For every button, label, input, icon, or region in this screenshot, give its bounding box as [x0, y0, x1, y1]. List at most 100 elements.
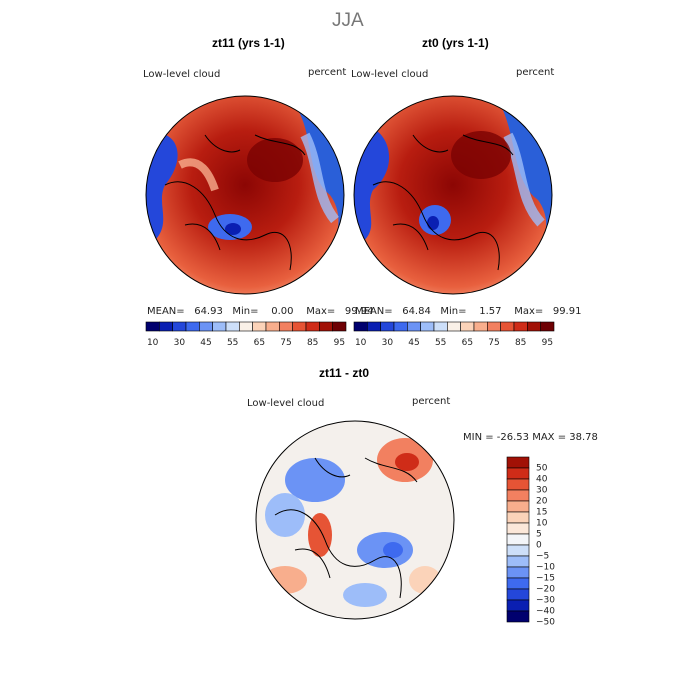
coastlines: [164, 134, 306, 271]
colorbar-box: [460, 321, 475, 332]
mean-label: MEAN=: [355, 306, 393, 317]
colorbar-box: [513, 321, 528, 332]
colorbar-box: [239, 321, 253, 332]
colorbar-box: [506, 610, 530, 623]
colorbar-box: [319, 321, 333, 332]
colorbar-box: [506, 456, 530, 469]
colorbar-box: [506, 489, 530, 502]
map-boundary: [145, 95, 345, 295]
colorbar-box: [506, 478, 530, 491]
panel-2-units-label: percent: [516, 67, 555, 78]
colorbar-tick-label: −5: [536, 552, 549, 562]
figure-title: JJA: [332, 10, 364, 31]
colorbar-tick-label: −10: [536, 563, 555, 573]
colorbar-box: [487, 321, 501, 332]
colorbar-box: [506, 577, 530, 590]
colorbar-tick-label: 0: [536, 541, 542, 551]
colorbar-tick-label: −50: [536, 618, 555, 626]
colorbar-tick-label: 75: [280, 338, 291, 348]
panel-1-polar-map: [145, 95, 345, 295]
colorbar-tick-label: 10: [355, 338, 367, 348]
colorbar-tick-label: 95: [334, 338, 345, 348]
min-label: Min=: [440, 306, 467, 317]
colorbar-box: [540, 321, 555, 332]
colorbar-tick-label: 85: [515, 338, 526, 348]
colorbar-box: [407, 321, 421, 332]
colorbar-box: [506, 588, 530, 601]
diff-variable-label: Low-level cloud: [247, 398, 325, 409]
light-blue-band: [300, 132, 340, 224]
panel-1-stats: MEAN= 64.93 Min= 0.00 Max= 99.94: [147, 306, 373, 317]
colorbar-tick-label: 20: [536, 497, 548, 507]
colorbar-box: [506, 500, 530, 513]
positive-anomaly: [308, 513, 332, 557]
coastlines: [274, 457, 418, 599]
map-boundary: [353, 95, 553, 295]
colorbar-box: [332, 321, 347, 332]
cloud-maximum: [451, 131, 511, 179]
colorbar-tick-label: −30: [536, 596, 555, 606]
panel-2-title: zt0 (yrs 1-1): [422, 36, 489, 50]
mean-value: 64.84: [402, 306, 431, 317]
colorbar-tick-label: 10: [536, 519, 548, 529]
colorbar-box: [265, 321, 280, 332]
colorbar-tick-label: 30: [382, 338, 394, 348]
colorbar-tick-label: 95: [542, 338, 553, 348]
panel-1-colorbar: 10 30 45 55 65 75 85 95: [145, 321, 347, 348]
negative-anomaly: [285, 458, 345, 502]
colorbar-box: [367, 321, 381, 332]
map-boundary: [255, 420, 455, 620]
coastlines: [372, 134, 514, 271]
max-value: 99.91: [552, 306, 582, 317]
colorbar-box: [279, 321, 293, 332]
colorbar-box: [145, 321, 160, 332]
max-label: Max=: [514, 306, 544, 317]
colorbar-tick-label: 55: [227, 338, 238, 348]
colorbar-box: [305, 321, 320, 332]
colorbar-tick-label: −40: [536, 607, 555, 617]
colorbar-tick-label: −15: [536, 574, 555, 584]
colorbar-box: [500, 321, 515, 332]
colorbar-box: [380, 321, 395, 332]
min-value: 1.57: [479, 306, 502, 317]
panel-1-units-label: percent: [308, 67, 347, 78]
panel-1-variable-label: Low-level cloud: [143, 69, 221, 80]
colorbar-box: [506, 511, 530, 524]
colorbar-box: [527, 321, 541, 332]
colorbar-tick-label: 30: [174, 338, 186, 348]
colorbar-box: [506, 544, 530, 557]
colorbar-tick-label: 45: [408, 338, 419, 348]
colorbar-tick-label: 50: [536, 464, 548, 474]
colorbar-tick-label: −20: [536, 585, 555, 595]
colorbar-box: [393, 321, 408, 332]
colorbar-box: [420, 321, 435, 332]
max-value: 99.94: [344, 306, 374, 317]
colorbar-tick-label: 30: [536, 486, 548, 496]
colorbar-tick-label: 65: [462, 338, 473, 348]
colorbar-tick-label: 5: [536, 530, 542, 540]
colorbar-box: [353, 321, 368, 332]
colorbar-box: [506, 555, 530, 568]
colorbar-tick-label: 55: [435, 338, 446, 348]
colorbar-box: [225, 321, 240, 332]
light-blue-band: [503, 132, 545, 227]
colorbar-box: [199, 321, 213, 332]
diff-panel-title: zt11 - zt0: [319, 366, 370, 380]
colorbar-tick-label: 85: [307, 338, 318, 348]
colorbar-tick-label: 40: [536, 475, 548, 485]
colorbar-box: [473, 321, 488, 332]
min-value: 0.00: [271, 306, 294, 317]
cloud-maximum: [247, 138, 303, 182]
mean-label: MEAN=: [147, 306, 185, 317]
colorbar-tick-label: 15: [536, 508, 547, 518]
panel-2-variable-label: Low-level cloud: [351, 69, 429, 80]
colorbar-box: [506, 599, 530, 612]
light-red-band: [178, 158, 219, 192]
diff-min-max: MIN = -26.53 MAX = 38.78: [463, 432, 598, 443]
colorbar-box: [292, 321, 307, 332]
panel-2-colorbar: 10 30 45 55 65 75 85 95: [353, 321, 555, 348]
colorbar-box: [506, 467, 530, 480]
diff-units-label: percent: [412, 396, 451, 407]
colorbar-box: [433, 321, 448, 332]
